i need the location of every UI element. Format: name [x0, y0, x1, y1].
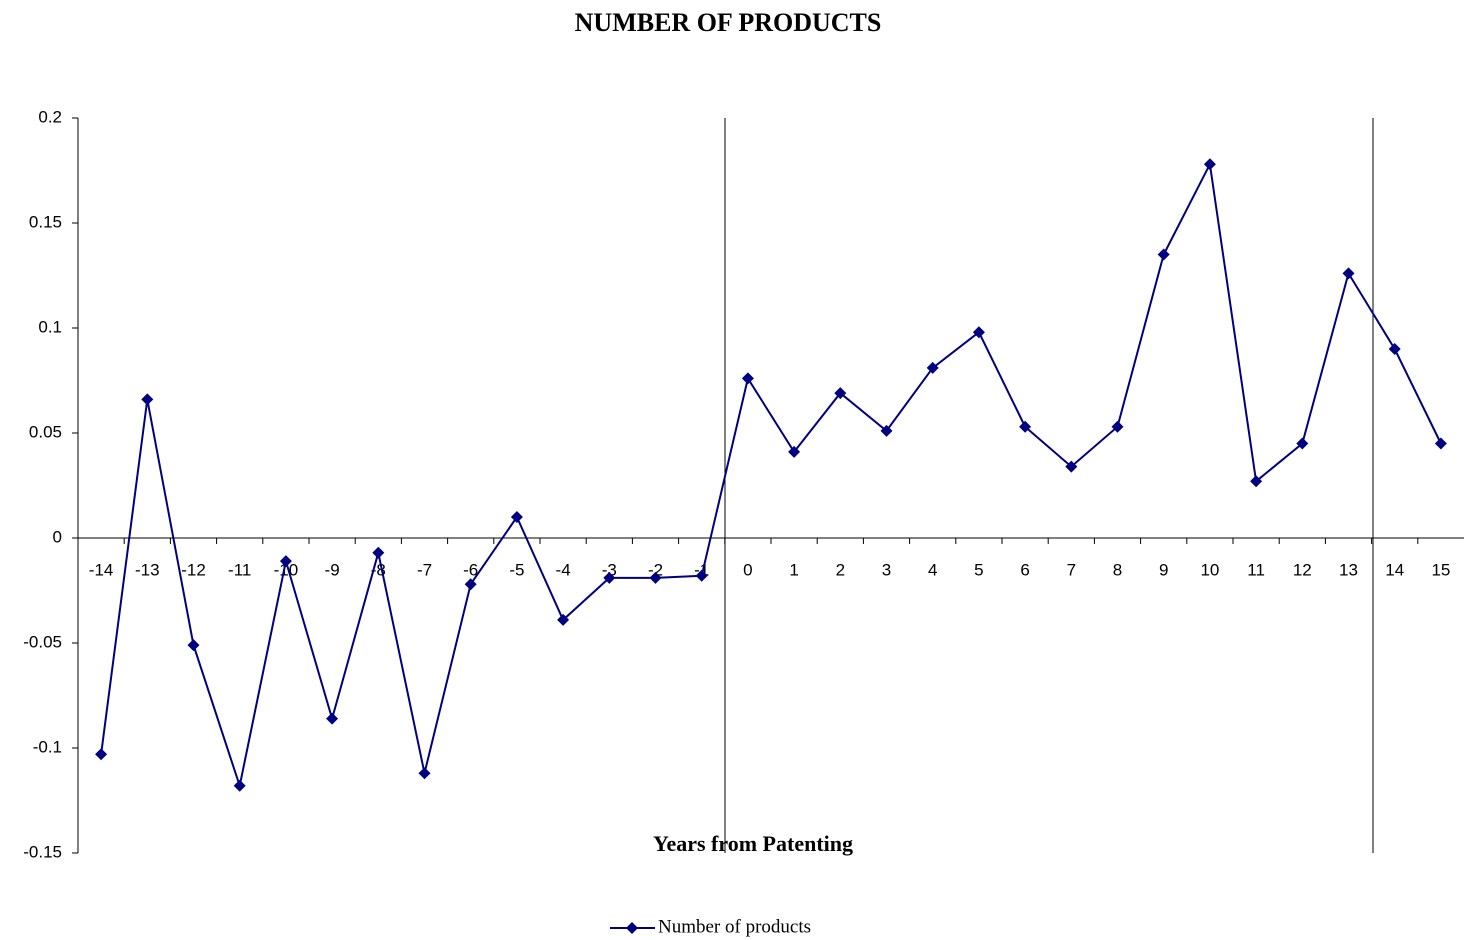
marker — [1342, 267, 1355, 280]
marker — [1250, 475, 1263, 488]
marker — [1111, 420, 1124, 433]
y-tick-label: 0.1 — [38, 317, 62, 336]
y-tick-label: -0.05 — [23, 632, 62, 651]
x-tick-label: -13 — [135, 560, 160, 579]
y-tick-label: -0.1 — [33, 737, 62, 756]
marker — [649, 571, 662, 584]
x-tick-label: 0 — [743, 560, 752, 579]
marker — [1296, 437, 1309, 450]
chart-title: NUMBER OF PRODUCTS — [575, 8, 882, 37]
x-tick-label: -5 — [509, 560, 524, 579]
x-tick-label: 6 — [1020, 560, 1029, 579]
x-tick-label: 1 — [789, 560, 798, 579]
marker — [972, 326, 985, 339]
x-tick-label: -9 — [325, 560, 340, 579]
legend-marker — [626, 922, 638, 934]
x-tick-label: 12 — [1293, 560, 1312, 579]
marker — [1203, 158, 1216, 171]
y-tick-label: -0.15 — [23, 842, 62, 861]
marker — [926, 361, 939, 374]
x-tick-label: 9 — [1159, 560, 1168, 579]
marker — [233, 779, 246, 792]
series-line — [100, 160, 1442, 790]
marker — [741, 372, 754, 385]
marker — [141, 393, 154, 406]
marker — [326, 712, 339, 725]
y-tick-label: 0 — [53, 527, 62, 546]
marker — [603, 571, 616, 584]
y-tick-label: 0.2 — [38, 107, 62, 126]
x-tick-label: -6 — [463, 560, 478, 579]
x-tick-label: -4 — [556, 560, 571, 579]
marker — [1434, 437, 1447, 450]
x-tick-label: 11 — [1247, 560, 1265, 579]
y-tick-label: 0.15 — [29, 212, 62, 231]
marker — [95, 748, 108, 761]
x-tick-label: 5 — [974, 560, 983, 579]
x-tick-label: 13 — [1339, 560, 1358, 579]
x-tick-label: 3 — [882, 560, 891, 579]
legend-label: Number of products — [658, 916, 811, 937]
x-tick-label: 2 — [836, 560, 845, 579]
x-tick-label: 14 — [1385, 560, 1404, 579]
marker — [372, 546, 385, 559]
marker — [279, 555, 292, 568]
x-tick-label: -3 — [602, 560, 617, 579]
x-tick-label: -2 — [648, 560, 663, 579]
x-tick-label: -12 — [181, 560, 206, 579]
marker — [1019, 420, 1032, 433]
x-axis-label: Years from Patenting — [653, 831, 853, 856]
marker — [187, 639, 200, 652]
x-tick-label: 7 — [1067, 560, 1076, 579]
marker — [1388, 343, 1401, 355]
x-tick-label: -7 — [417, 560, 432, 579]
marker — [1065, 460, 1078, 473]
marker — [834, 387, 847, 400]
x-tick-label: -10 — [274, 560, 299, 579]
marker — [1157, 248, 1170, 261]
marker — [464, 578, 477, 591]
x-tick-label: -14 — [89, 560, 114, 579]
x-tick-label: -11 — [228, 560, 251, 579]
marker — [418, 767, 431, 780]
x-tick-label: 8 — [1113, 560, 1122, 579]
marker — [880, 424, 893, 437]
marker — [695, 569, 708, 582]
marker — [788, 445, 801, 458]
x-tick-label: 10 — [1200, 560, 1219, 579]
x-tick-label: 4 — [928, 560, 937, 579]
marker — [557, 613, 570, 626]
x-tick-label: 15 — [1431, 560, 1450, 579]
marker — [510, 511, 523, 523]
y-tick-label: 0.05 — [29, 422, 62, 441]
